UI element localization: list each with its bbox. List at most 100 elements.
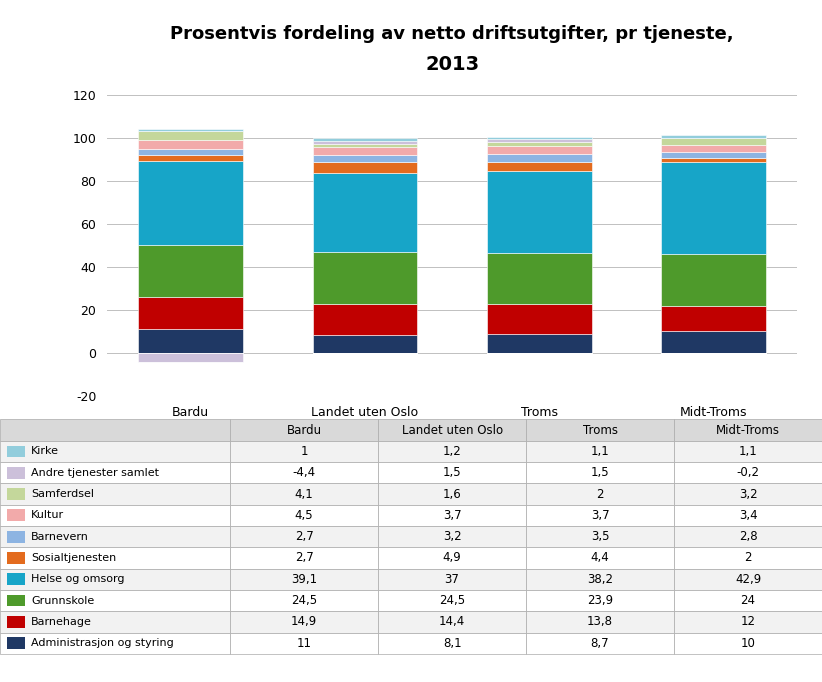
Text: 2013: 2013 (425, 55, 479, 74)
Bar (0, 441, 230, 462)
Bar (138, 140, 242, 149)
Text: 8,7: 8,7 (591, 637, 609, 650)
Bar (662, 138, 766, 145)
Text: 10: 10 (741, 637, 755, 650)
Bar (487, 143, 592, 147)
Bar (662, 306, 766, 331)
Text: 3,7: 3,7 (443, 509, 461, 522)
Bar (674, 505, 822, 526)
Bar (230, 547, 378, 569)
Text: Andre tjenester samlet: Andre tjenester samlet (31, 468, 159, 477)
Bar (526, 547, 674, 569)
Text: 37: 37 (445, 573, 459, 586)
Text: Administrasjon og styring: Administrasjon og styring (31, 638, 174, 648)
Bar (526, 590, 674, 611)
Bar (674, 484, 822, 505)
Text: 4,4: 4,4 (591, 552, 609, 565)
Bar (7, 488, 25, 500)
Bar (487, 162, 592, 171)
Bar (378, 505, 526, 526)
Bar (662, 162, 766, 254)
Bar (0, 505, 230, 526)
Text: 3,7: 3,7 (591, 509, 609, 522)
Bar (526, 419, 674, 441)
Bar (487, 334, 592, 353)
Bar (526, 462, 674, 484)
Bar (312, 336, 418, 353)
Bar (138, 131, 242, 140)
Bar (0, 462, 230, 484)
Text: 4,1: 4,1 (295, 488, 313, 501)
Text: 12: 12 (741, 615, 755, 628)
Bar (7, 616, 25, 627)
Text: 2: 2 (744, 552, 752, 565)
Text: 1,1: 1,1 (739, 445, 757, 458)
Bar (378, 441, 526, 462)
Text: 2: 2 (596, 488, 604, 501)
Text: 2,7: 2,7 (295, 530, 313, 543)
Text: 11: 11 (297, 637, 312, 650)
Bar (138, 245, 242, 297)
Bar (7, 595, 25, 606)
Bar (674, 590, 822, 611)
Bar (230, 569, 378, 590)
Text: 8,1: 8,1 (443, 637, 461, 650)
Bar (526, 441, 674, 462)
Bar (487, 171, 592, 253)
Text: Midt-Troms: Midt-Troms (716, 424, 780, 436)
Bar (0, 569, 230, 590)
Bar (230, 611, 378, 633)
Bar (312, 140, 418, 144)
Bar (230, 462, 378, 484)
Bar (526, 505, 674, 526)
Text: 42,9: 42,9 (735, 573, 761, 586)
Text: Sosialtjenesten: Sosialtjenesten (31, 553, 117, 563)
Bar (662, 331, 766, 353)
Bar (674, 419, 822, 441)
Text: 2,7: 2,7 (295, 552, 313, 565)
Text: 38,2: 38,2 (587, 573, 613, 586)
Text: 3,5: 3,5 (591, 530, 609, 543)
Bar (487, 304, 592, 334)
Text: 3,2: 3,2 (443, 530, 461, 543)
Text: 1,6: 1,6 (443, 488, 461, 501)
Bar (138, 149, 242, 155)
Bar (7, 509, 25, 521)
Text: 13,8: 13,8 (587, 615, 613, 628)
Text: 14,9: 14,9 (291, 615, 317, 628)
Bar (312, 162, 418, 173)
Bar (526, 633, 674, 654)
Text: 2,8: 2,8 (739, 530, 757, 543)
Text: Bardu: Bardu (287, 424, 321, 436)
Text: 24: 24 (741, 594, 755, 607)
Text: Landet uten Oslo: Landet uten Oslo (401, 424, 503, 436)
Text: Barnevern: Barnevern (31, 532, 89, 542)
Bar (378, 462, 526, 484)
Text: Prosentvis fordeling av netto driftsutgifter, pr tjeneste,: Prosentvis fordeling av netto driftsutgi… (170, 25, 734, 43)
Text: -0,2: -0,2 (737, 466, 760, 479)
Text: 4,5: 4,5 (295, 509, 313, 522)
Text: 24,5: 24,5 (439, 594, 465, 607)
Text: Troms: Troms (583, 424, 617, 436)
Bar (138, 129, 242, 131)
Bar (662, 158, 766, 162)
Text: 39,1: 39,1 (291, 573, 317, 586)
Text: 24,5: 24,5 (291, 594, 317, 607)
Bar (662, 254, 766, 306)
Bar (526, 611, 674, 633)
Bar (0, 484, 230, 505)
Bar (312, 304, 418, 336)
Bar (7, 638, 25, 649)
Text: Kultur: Kultur (31, 510, 64, 520)
Bar (378, 569, 526, 590)
Bar (230, 419, 378, 441)
Bar (487, 253, 592, 304)
Bar (312, 138, 418, 140)
Bar (487, 154, 592, 162)
Bar (312, 147, 418, 155)
Bar (7, 531, 25, 542)
Bar (312, 144, 418, 147)
Bar (378, 590, 526, 611)
Bar (230, 590, 378, 611)
Bar (487, 136, 592, 139)
